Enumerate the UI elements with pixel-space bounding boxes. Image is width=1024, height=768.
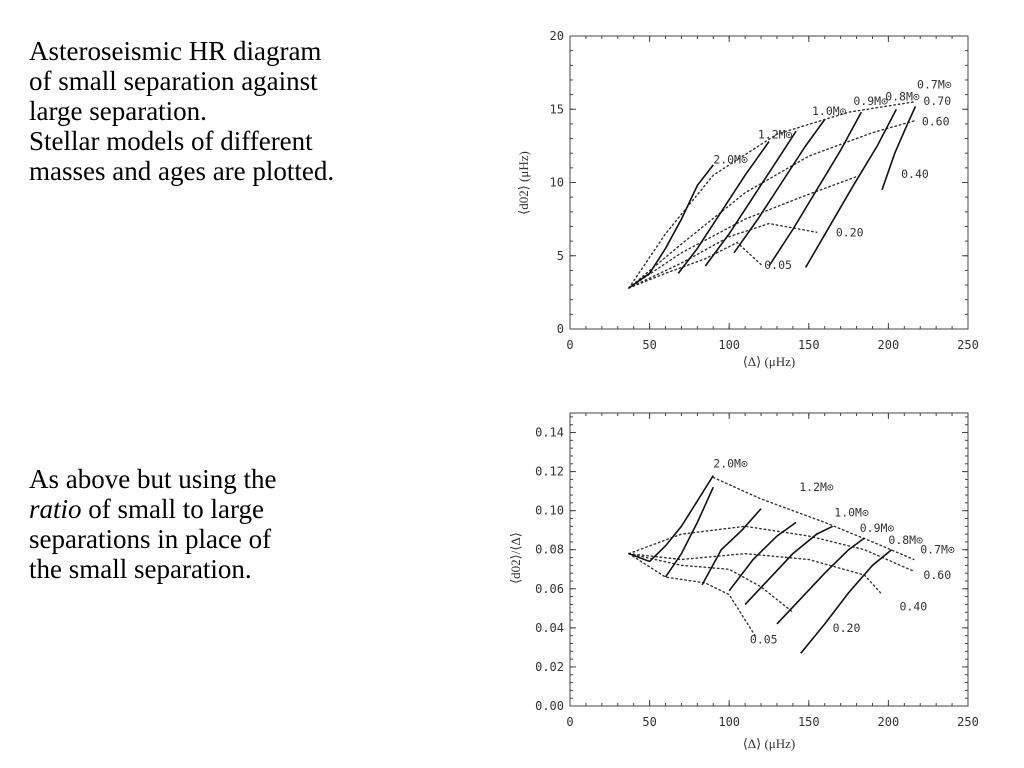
chart-panel: 0 50 100 150 200 250 0 5 10 15 20 ⟨Δ⟩ (μHz) ⟨d02⟩ (μ… (516, 29, 979, 369)
y-tick-label: 0.04 (535, 621, 564, 635)
mass-track-line (881, 105, 917, 191)
mass-track-line (768, 111, 863, 267)
track-label: 0.20 (833, 621, 861, 635)
chart-panel: 0 50 100 150 200 250 0.00 0.02 0.04 0.06 0.08 0.10 0… (508, 412, 979, 751)
bottom-caption-line: the small separation. (29, 554, 252, 584)
mass-track-line (664, 486, 715, 578)
age-isochrone-line (628, 175, 858, 289)
age-isochrone-line (628, 120, 915, 289)
y-tick-label: 0.14 (535, 426, 564, 440)
age-isochrone-line (628, 552, 882, 594)
plot-frame (569, 412, 969, 707)
track-label: 0.60 (923, 568, 951, 582)
x-tick-label: 250 (957, 338, 979, 352)
y-tick-label: 0.08 (535, 543, 564, 557)
y-tick-label: 0 (557, 322, 564, 336)
track-label: 0.05 (764, 258, 792, 272)
mass-track-line (804, 108, 898, 268)
y-tick-label: 10 (550, 176, 564, 190)
track-label: 0.05 (750, 632, 778, 646)
track-label: 0.40 (901, 167, 929, 181)
mass-track-line (733, 119, 826, 254)
y-tick-label: 0.06 (535, 582, 564, 596)
top-caption-line: Stellar models of different (29, 126, 313, 156)
track-label: 0.60 (922, 114, 950, 128)
mass-track-line (628, 164, 714, 289)
x-tick-label: 150 (798, 338, 820, 352)
y-tick-label: 15 (550, 102, 564, 116)
top-caption-line: large separation. (29, 96, 207, 126)
y-tick-label: 5 (557, 249, 564, 263)
age-isochrone-line (628, 552, 757, 639)
age-isochrone-line (628, 222, 818, 289)
x-axis-title: ⟨Δ⟩ (μHz) (743, 354, 796, 369)
x-tick-label: 250 (957, 715, 979, 729)
x-tick-label: 200 (878, 715, 900, 729)
ratio-emphasis: ratio (29, 494, 82, 524)
x-tick-label: 0 (566, 715, 573, 729)
x-tick-label: 50 (642, 338, 656, 352)
track-label: 1.0M⊙ (812, 104, 847, 118)
mass-track-line (628, 475, 714, 563)
x-tick-label: 50 (642, 715, 656, 729)
track-label: 0.7M⊙ (917, 78, 952, 92)
track-label: 1.2M⊙ (758, 128, 793, 142)
plot-frame (569, 35, 969, 330)
y-tick-label: 0.02 (535, 660, 564, 674)
bottom-caption-line: separations in place of (29, 524, 272, 554)
bottom-caption: As above but using the ratio of small to… (29, 464, 276, 584)
top-caption-line: masses and ages are plotted. (29, 156, 335, 186)
x-tick-label: 150 (798, 715, 820, 729)
track-label: 2.0M⊙ (713, 152, 748, 166)
age-isochrone-line (628, 101, 915, 289)
bottom-caption-line: As above but using the (29, 464, 277, 494)
y-tick-label: 0.12 (535, 465, 564, 479)
track-label: 0.9M⊙ (860, 521, 895, 535)
y-axis-title: ⟨d02⟩/⟨Δ⟩ (508, 532, 523, 584)
x-tick-label: 100 (718, 338, 740, 352)
track-label: 2.0M⊙ (713, 457, 748, 471)
y-axis-title: ⟨d02⟩ (μHz) (516, 151, 531, 215)
y-tick-label: 20 (550, 29, 564, 43)
mass-track-line (744, 525, 834, 605)
top-caption: Asteroseismic HR diagram of small separa… (29, 36, 334, 186)
age-isochrone-line (712, 476, 915, 561)
track-label: 0.40 (900, 599, 928, 613)
track-label: 1.0M⊙ (834, 506, 869, 520)
age-isochrone-line (628, 241, 762, 289)
age-isochrone-line (628, 552, 794, 613)
track-label: 0.20 (836, 226, 864, 240)
track-label: 0.8M⊙ (885, 89, 920, 103)
y-tick-label: 0.10 (535, 504, 564, 518)
x-tick-label: 100 (718, 715, 740, 729)
top-caption-line: of small separation against (29, 66, 318, 96)
bottom-caption-line: ratio of small to large (29, 494, 276, 524)
x-axis-title: ⟨Δ⟩ (μHz) (743, 736, 796, 751)
x-tick-label: 0 (566, 338, 573, 352)
mass-track-line (704, 130, 797, 267)
track-label: 0.7M⊙ (920, 543, 955, 557)
track-label: 1.2M⊙ (799, 480, 834, 494)
top-caption-line: Asteroseismic HR diagram (29, 36, 322, 66)
track-label: 0.70 (923, 94, 951, 108)
track-label: 0.9M⊙ (853, 94, 888, 108)
bottom-caption-text: of small to large (81, 494, 264, 524)
mass-track-line (728, 521, 797, 592)
age-isochrone-line (628, 525, 915, 572)
track-label: 0.8M⊙ (888, 533, 923, 547)
mass-track-line (800, 549, 893, 654)
mass-track-line (677, 141, 770, 274)
x-tick-label: 200 (878, 338, 900, 352)
y-tick-label: 0.00 (535, 699, 564, 713)
mass-track-line (776, 537, 865, 625)
mass-track-line (701, 508, 762, 586)
